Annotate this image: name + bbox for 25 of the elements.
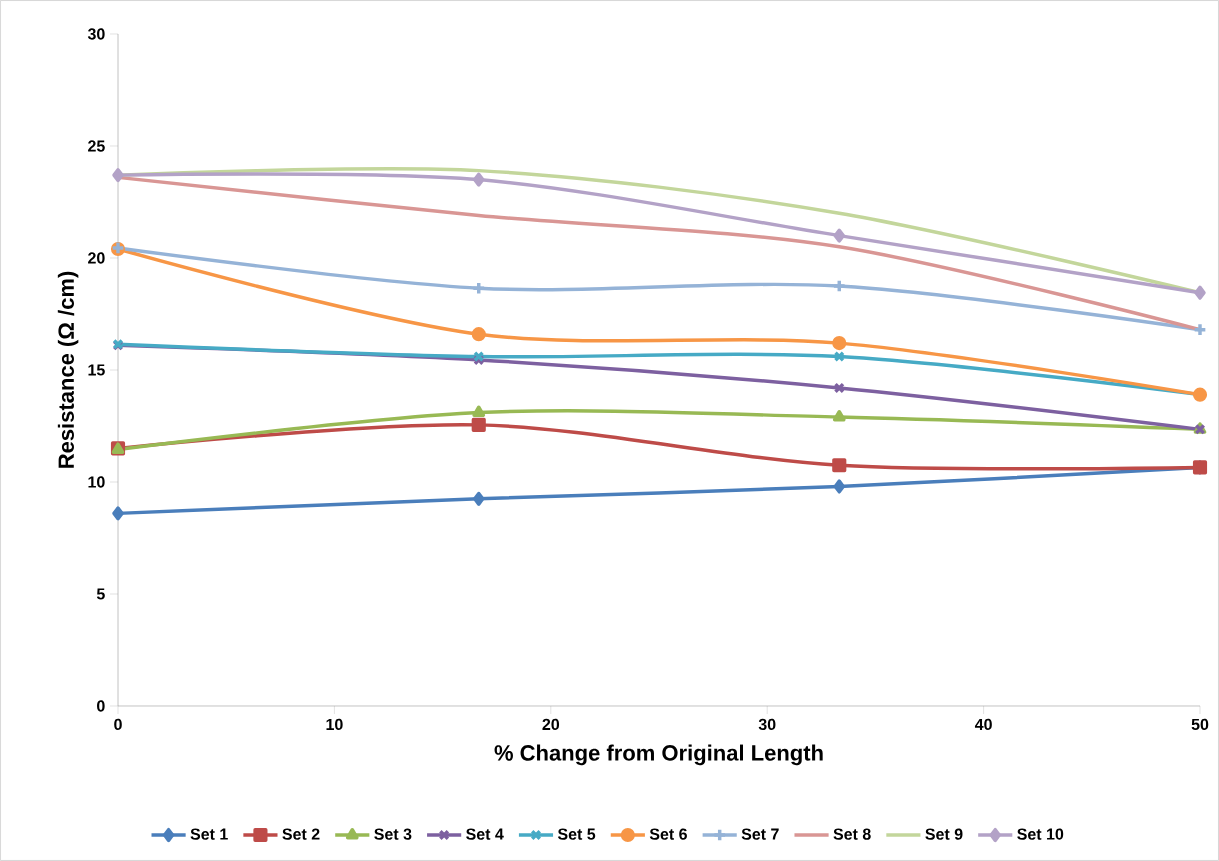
y-tick-label: 10 [88,476,105,488]
legend-label: Set 4 [466,828,504,840]
x-tick-label: 40 [974,718,992,731]
y-tick-label: 15 [88,364,105,376]
legend-label: Set 5 [557,828,596,840]
y-tick-label: 25 [88,140,105,152]
y-tick-label: 5 [96,588,105,600]
legend-label: Set 6 [649,828,687,840]
legend-label: Set 10 [1017,828,1064,840]
y-tick-label: 30 [87,28,105,40]
legend-label: Set 2 [282,828,320,840]
legend-label: Set 3 [374,828,412,840]
legend-label: Set 9 [925,828,963,840]
legend-label: Set 7 [741,828,779,840]
x-tick-label: 10 [326,718,343,731]
x-axis-title: % Change from Original Length [494,744,823,766]
y-axis-title: Resistance (Ω /cm) [57,271,79,468]
x-tick-label: 50 [1191,718,1209,731]
x-tick-label: 20 [542,718,560,731]
y-tick-label: 0 [97,700,105,712]
legend-label: Set 8 [833,828,871,840]
x-tick-label: 0 [114,718,122,731]
y-tick-label: 20 [88,252,105,264]
legend-label: Set 1 [190,828,228,840]
x-tick-label: 30 [758,718,776,731]
